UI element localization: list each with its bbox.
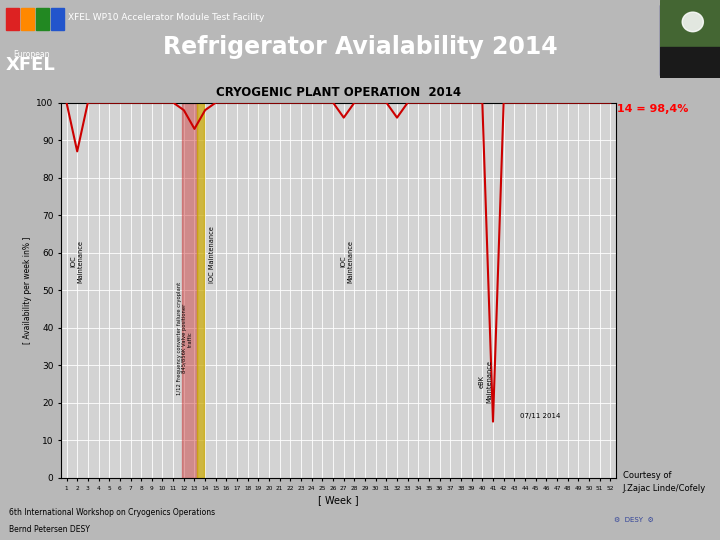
Bar bbox=[51, 8, 64, 30]
Bar bbox=[181, 103, 197, 478]
X-axis label: [ Week ]: [ Week ] bbox=[318, 495, 359, 505]
Text: Availability 2014 = 98,4%: Availability 2014 = 98,4% bbox=[528, 104, 688, 114]
Bar bbox=[21, 8, 34, 30]
Text: J.Zajac Linde/Cofely: J.Zajac Linde/Cofely bbox=[623, 484, 706, 494]
Bar bbox=[36, 8, 49, 30]
Text: 20: 20 bbox=[675, 30, 699, 48]
Text: Bernd Petersen DESY: Bernd Petersen DESY bbox=[9, 525, 89, 535]
Text: 6th International Workshop on Cryogenics Operations: 6th International Workshop on Cryogenics… bbox=[9, 508, 215, 517]
Text: Courtesy of: Courtesy of bbox=[623, 471, 671, 480]
Text: European: European bbox=[13, 50, 50, 59]
Ellipse shape bbox=[683, 12, 703, 32]
Text: IOC Maintenance: IOC Maintenance bbox=[209, 226, 215, 283]
Text: IOC
Maintenance: IOC Maintenance bbox=[341, 240, 354, 283]
Text: Refrigerator Avialability 2014: Refrigerator Avialability 2014 bbox=[163, 35, 557, 59]
Bar bbox=[660, 5, 714, 75]
Text: ⚙  DESY  ⚙: ⚙ DESY ⚙ bbox=[613, 517, 654, 523]
Bar bbox=[197, 103, 204, 478]
Bar bbox=[660, 0, 720, 47]
Text: XFEL WP10 Accelerator Module Test Facility: XFEL WP10 Accelerator Module Test Facili… bbox=[68, 13, 265, 22]
Text: IOC
Maintenance: IOC Maintenance bbox=[71, 240, 84, 283]
Text: 07/11 2014: 07/11 2014 bbox=[520, 413, 560, 419]
Title: CRYOGENIC PLANT OPERATION  2014: CRYOGENIC PLANT OPERATION 2014 bbox=[216, 86, 461, 99]
Text: XFEL: XFEL bbox=[6, 56, 55, 75]
Y-axis label: [ Availability per week in% ]: [ Availability per week in% ] bbox=[23, 237, 32, 344]
Bar bbox=[6, 8, 19, 30]
Text: 1/12 Frequency converter failure cryoplant
845/856K Valve positioner
traffic: 1/12 Frequency converter failure cryopla… bbox=[176, 282, 193, 395]
Bar bbox=[660, 47, 720, 78]
Text: eBK
Maintenance: eBK Maintenance bbox=[479, 360, 492, 403]
